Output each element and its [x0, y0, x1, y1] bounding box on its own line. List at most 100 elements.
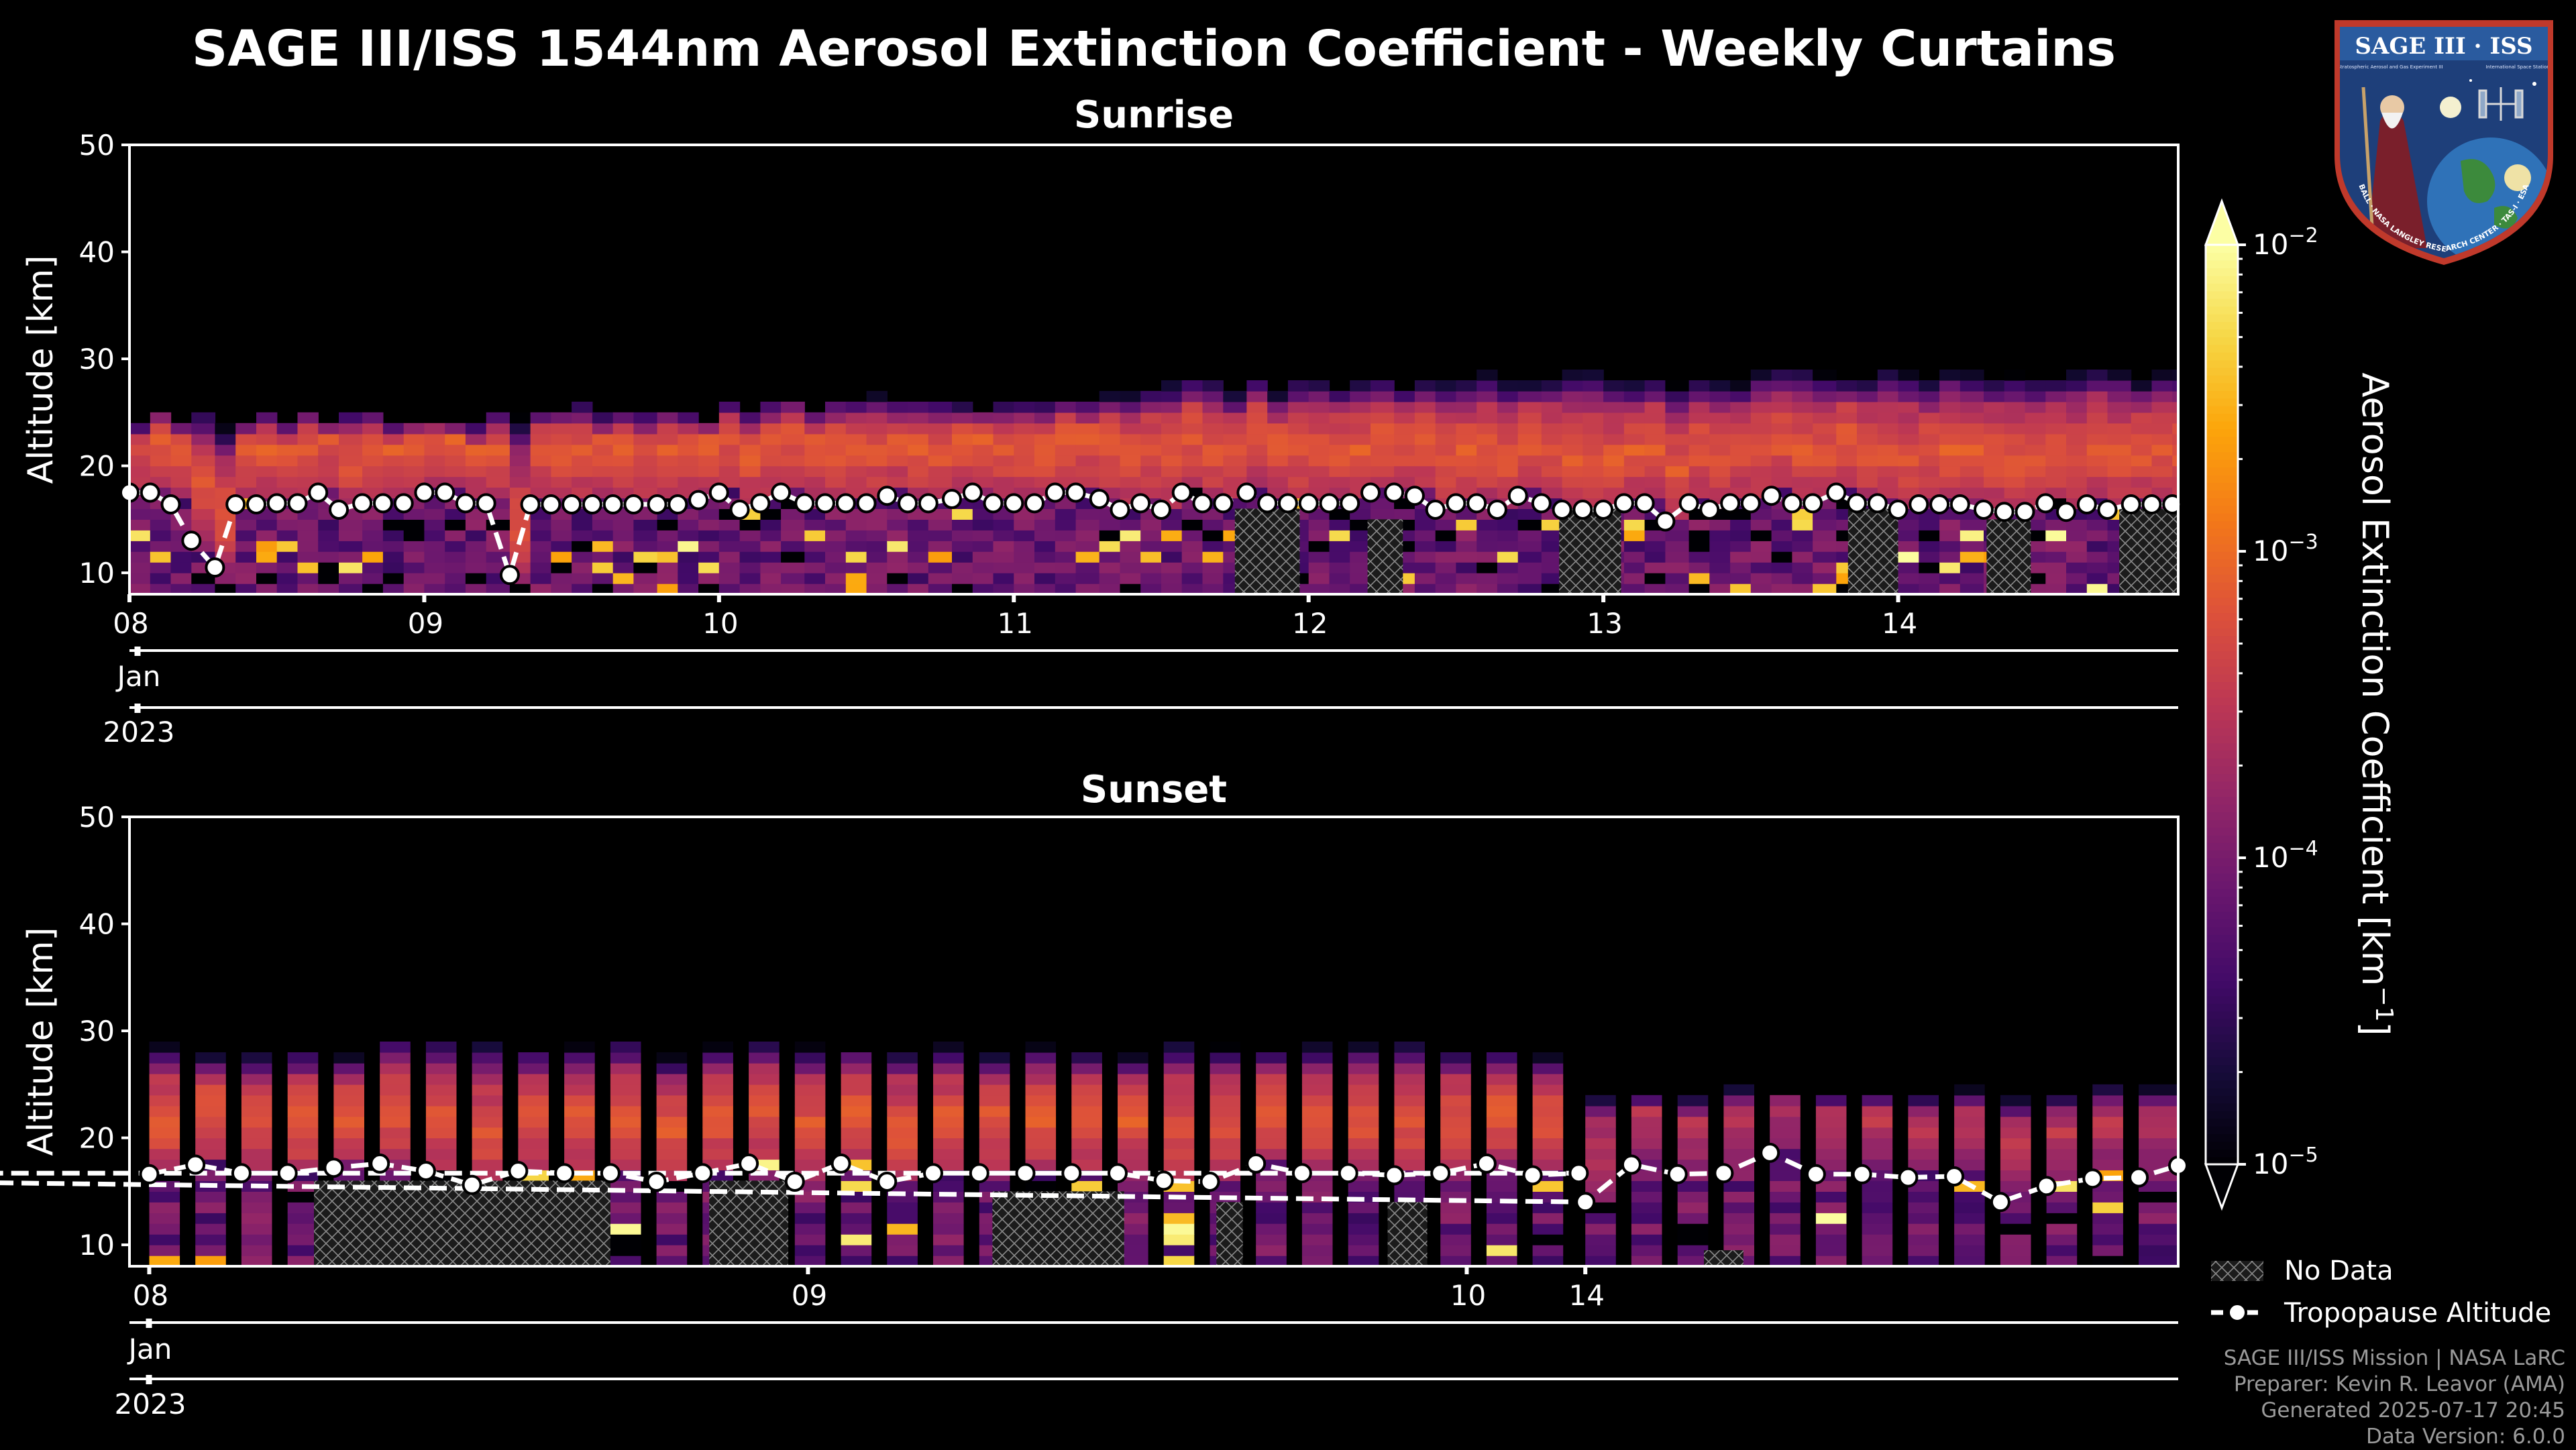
sunrise-heatmap-cell: [1562, 423, 1583, 435]
sunrise-heatmap-cell: [1287, 401, 1309, 413]
sunrise-tropopause-point: [729, 500, 750, 520]
sunset-heatmap-cell: [1723, 1105, 1754, 1117]
sunset-heatmap-cell: [933, 1137, 964, 1150]
sunrise-heatmap-cell: [256, 519, 278, 531]
sunrise-heatmap-cell: [1223, 412, 1248, 424]
sunset-heatmap-cell: [794, 1159, 826, 1171]
sunset-heatmap-cell: [564, 1073, 595, 1085]
sunrise-heatmap-cell: [362, 465, 384, 478]
sunrise-heatmap-cell: [2107, 390, 2132, 402]
sunrise-heatmap-cell: [928, 433, 953, 445]
sunrise-heatmap-cell: [1730, 412, 1752, 424]
sunrise-heatmap-cell: [1813, 583, 1837, 594]
sunrise-heatmap-cell: [1287, 433, 1309, 445]
sunrise-heatmap-cell: [1161, 444, 1183, 456]
sunrise-heatmap-cell: [1120, 573, 1141, 584]
sunrise-heatmap-cell: [612, 541, 635, 552]
colorbar-segment: [2206, 1095, 2238, 1104]
sunset-heatmap-cell: [241, 1052, 272, 1064]
sunrise-heatmap-cell: [887, 476, 908, 488]
sunrise-heatmap-cell: [2045, 390, 2067, 402]
sunrise-heatmap-cell: [339, 476, 363, 488]
sunset-heatmap-cell: [1862, 1191, 1893, 1203]
sunset-heatmap-cell: [2178, 1256, 2209, 1267]
sunrise-heatmap-cell: [276, 551, 299, 563]
sunrise-heatmap-cell: [486, 444, 511, 456]
sunrise-heatmap-cell: [235, 551, 257, 563]
sunset-heatmap-cell: [149, 1245, 180, 1256]
logo-iss-icon: [2478, 87, 2524, 121]
colorbar-segment: [2206, 551, 2238, 560]
sunrise-heatmap-cell: [1709, 455, 1731, 467]
sunset-heatmap-cell: [2000, 1180, 2031, 1192]
sunrise-heatmap-cell: [1960, 465, 1984, 478]
sunset-tropopause-point: [600, 1163, 621, 1184]
sunset-heatmap-cell: [380, 1073, 411, 1085]
sunset-heatmap-cell: [1862, 1127, 1893, 1139]
sunset-heatmap-cell: [979, 1084, 1010, 1096]
sunrise-heatmap-cell: [403, 573, 425, 584]
sunrise-heatmap-cell: [2004, 380, 2026, 392]
colorbar-segment: [2206, 1018, 2238, 1027]
colorbar-tick-base: 10: [2253, 228, 2288, 261]
sunrise-heatmap-cell: [887, 583, 908, 594]
sunrise-heatmap-cell: [551, 583, 572, 594]
sunset-heatmap-cell: [518, 1084, 549, 1096]
sunrise-heatmap-cell: [908, 401, 929, 413]
sunrise-heatmap-cell: [698, 444, 720, 456]
sunrise-heatmap-cell: [2131, 401, 2153, 413]
sunrise-heatmap-cell: [1267, 423, 1289, 435]
sunrise-heatmap-cell: [718, 541, 741, 552]
sunset-heatmap-cell: [2178, 1180, 2209, 1192]
sunrise-heatmap-cell: [845, 476, 867, 488]
sunrise-heatmap-cell: [382, 562, 405, 573]
sunset-heatmap-cell: [425, 1084, 457, 1096]
sunrise-heatmap-cell: [1709, 562, 1731, 573]
sunrise-heatmap-cell: [1960, 573, 1984, 584]
sunrise-heatmap-cell: [530, 519, 551, 531]
sunset-heatmap-cell: [2092, 1159, 2123, 1171]
sunrise-heatmap-cell: [1497, 530, 1519, 541]
sunrise-heatmap-cell: [1603, 433, 1625, 445]
sunrise-heatmap-cell: [1371, 465, 1395, 478]
sunrise-heatmap-cell: [1034, 433, 1056, 445]
sunset-heatmap-cell: [1954, 1137, 1985, 1150]
sunrise-heatmap-cell: [2025, 444, 2046, 456]
sunrise-heatmap-cell: [739, 465, 761, 478]
sunset-heatmap-cell: [518, 1073, 549, 1085]
colorbar-segment: [2206, 590, 2238, 598]
sunrise-heatmap-cell: [1075, 530, 1100, 541]
sunset-heatmap-cell: [1025, 1127, 1057, 1139]
sunrise-heatmap-cell: [1014, 476, 1035, 488]
sunrise-heatmap-cell: [887, 401, 908, 413]
sage-iii-iss-mission-logo: SAGE III · ISS Stratospheric Aerosol and…: [2334, 20, 2553, 265]
sunset-heatmap-cell: [1486, 1245, 1517, 1256]
sunrise-heatmap-cell: [150, 455, 172, 467]
sunrise-heatmap-cell: [1161, 541, 1183, 552]
sunrise-heatmap-cell: [928, 551, 953, 563]
colorbar-segment: [2206, 881, 2238, 889]
sunrise-heatmap-cell: [1517, 390, 1542, 402]
colorbar-tick-base: 10: [2253, 535, 2288, 567]
sunrise-heatmap-cell: [1202, 541, 1224, 552]
sunrise-heatmap-cell: [1541, 390, 1563, 402]
sunset-heatmap-cell: [794, 1256, 826, 1266]
sunrise-heatmap-cell: [1055, 508, 1077, 520]
sunrise-heatmap-cell: [781, 583, 805, 594]
sunrise-heatmap-cell: [276, 541, 299, 552]
sunrise-heatmap-cell: [297, 583, 319, 594]
colorbar-segment: [2206, 1103, 2238, 1111]
sunrise-heatmap-cell: [1644, 390, 1666, 402]
sunrise-heatmap-cell: [530, 573, 551, 584]
sunrise-heatmap-cell: [1709, 465, 1731, 478]
sunrise-heatmap-cell: [551, 465, 572, 478]
sunset-tropopause-point: [646, 1172, 667, 1192]
sunset-tropopause-point: [1246, 1153, 1267, 1174]
colorbar-segment: [2206, 865, 2238, 874]
sunset-heatmap-cell: [287, 1245, 319, 1256]
sunrise-heatmap-cell: [1414, 541, 1436, 552]
sunrise-heatmap-cell: [1161, 390, 1183, 402]
sunrise-heatmap-cell: [276, 519, 299, 531]
sunrise-heatmap-cell: [1120, 465, 1141, 478]
sunrise-heatmap-cell: [592, 455, 614, 467]
